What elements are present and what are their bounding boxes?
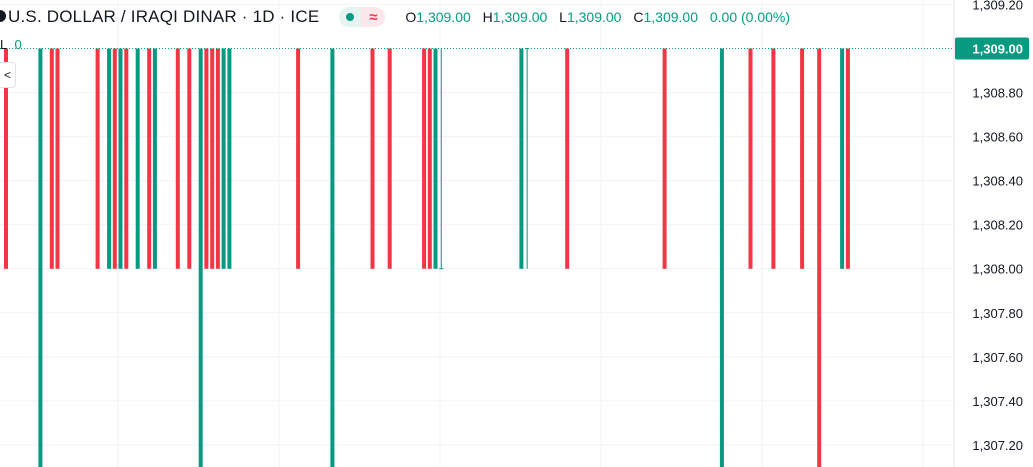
grid-lines (0, 0, 954, 467)
candle-down (112, 48, 117, 269)
candle-down (147, 48, 152, 269)
candle-down (748, 48, 753, 269)
chart-header: U.S. DOLLAR / IRAQI DINAR · 1D · ICE ≈ O… (0, 0, 790, 34)
candle-up (198, 48, 203, 467)
candle-down (800, 48, 805, 269)
status-pill[interactable]: ≈ (339, 7, 386, 27)
candle-up (221, 48, 226, 269)
candle-down (565, 48, 570, 269)
candle-down (662, 48, 667, 269)
candle-up (152, 48, 157, 269)
y-tick-label: 1,308.20 (972, 218, 1023, 233)
candle-down (771, 48, 776, 269)
change-value: 0.00 (0.00%) (709, 9, 791, 25)
volume-legend: L 0 (0, 37, 22, 52)
candle-up (519, 48, 524, 269)
candle-up (135, 48, 140, 269)
last-price-tag: 1,309.00 (955, 37, 1029, 60)
y-tick-label: 1,309.20 (972, 0, 1023, 12)
candle-up (433, 48, 438, 269)
candle-down (175, 48, 180, 269)
candle-down (215, 48, 220, 269)
candle-down (210, 48, 215, 269)
open-value: 1,309.00 (416, 9, 471, 25)
last-price-tag-bg (955, 37, 1029, 60)
candle-up (107, 48, 112, 269)
candle-down (427, 48, 432, 269)
volume-label: L (0, 37, 8, 52)
high-value: 1,309.00 (492, 9, 548, 25)
y-tick-label: 1,308.40 (972, 174, 1023, 189)
candle-down (49, 48, 54, 269)
symbol-title[interactable]: U.S. DOLLAR / IRAQI DINAR · 1D · ICE (8, 7, 320, 26)
approx-icon[interactable]: ≈ (361, 7, 386, 27)
close-label: C (633, 9, 644, 25)
y-tick-label: 1,308.00 (972, 262, 1023, 277)
candle-up (38, 48, 43, 467)
y-tick-label: 1,308.60 (972, 130, 1023, 145)
candle-up (227, 48, 232, 269)
ohlc-legend: O1,309.00 H1,309.00 L1,309.00 C1,309.00 … (405, 9, 790, 25)
candle-down (387, 48, 392, 269)
y-tick-label: 1,308.80 (972, 86, 1023, 101)
chevron-left-icon[interactable]: < (0, 62, 16, 88)
last-price-tag-label: 1,309.00 (972, 42, 1023, 57)
candle-down (95, 48, 100, 269)
y-tick-label: 1,307.60 (972, 350, 1023, 365)
open-label: O (405, 9, 417, 25)
price-axis[interactable]: 1,309.20 1,308.80 1,308.60 1,308.40 1,308.20… (972, 0, 1023, 453)
candle-down (187, 48, 192, 269)
candle-up (118, 48, 123, 269)
candle-down (422, 48, 427, 269)
candle-down (845, 48, 850, 269)
candle-up (840, 48, 845, 269)
candle-up (330, 48, 335, 467)
y-tick-label: 1,307.40 (972, 394, 1023, 409)
candle-down (55, 48, 60, 269)
candle-series (4, 47, 850, 467)
low-label: L (559, 9, 567, 25)
symbol-logo-icon (0, 10, 6, 22)
candle-up (719, 48, 724, 467)
candle-down (817, 48, 822, 467)
high-label: H (482, 9, 493, 25)
live-status-icon[interactable] (339, 7, 362, 27)
candle-down (4, 48, 8, 269)
y-tick-label: 1,307.80 (972, 306, 1023, 321)
volume-value: 0 (14, 37, 22, 52)
close-value: 1,309.00 (643, 9, 698, 25)
candle-down (204, 48, 209, 269)
y-tick-label: 1,307.20 (972, 438, 1023, 453)
candle-down (370, 48, 375, 269)
candle-down (124, 48, 129, 269)
candle-down (296, 48, 301, 269)
low-value: 1,309.00 (566, 9, 622, 25)
